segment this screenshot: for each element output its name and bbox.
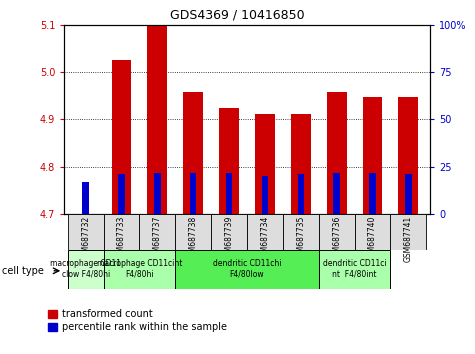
Text: GSM687733: GSM687733	[117, 216, 126, 262]
Bar	[362, 97, 382, 214]
Bar	[327, 92, 346, 214]
Text: GSM687738: GSM687738	[189, 216, 198, 262]
Bar	[399, 97, 418, 214]
FancyBboxPatch shape	[175, 214, 211, 250]
FancyBboxPatch shape	[175, 250, 319, 289]
Bar	[118, 175, 125, 214]
Bar	[190, 172, 197, 214]
Bar	[297, 175, 304, 214]
Text: GSM687741: GSM687741	[404, 216, 413, 262]
Text: cell type: cell type	[2, 266, 44, 276]
Bar	[262, 176, 268, 214]
Text: GDS4369 / 10416850: GDS4369 / 10416850	[170, 9, 305, 22]
FancyBboxPatch shape	[319, 214, 354, 250]
Bar	[369, 172, 376, 214]
FancyBboxPatch shape	[140, 214, 175, 250]
Legend: transformed count, percentile rank within the sample: transformed count, percentile rank withi…	[48, 309, 227, 332]
FancyBboxPatch shape	[68, 250, 104, 289]
Text: GSM687737: GSM687737	[153, 216, 162, 262]
Bar	[255, 114, 275, 214]
Bar	[112, 60, 132, 214]
Text: GSM687740: GSM687740	[368, 216, 377, 262]
FancyBboxPatch shape	[104, 214, 140, 250]
Text: GSM687734: GSM687734	[260, 216, 269, 262]
Bar	[183, 92, 203, 214]
Text: GSM687732: GSM687732	[81, 216, 90, 262]
Bar	[219, 108, 239, 214]
FancyBboxPatch shape	[354, 214, 390, 250]
Bar	[405, 175, 411, 214]
Bar	[154, 172, 161, 214]
FancyBboxPatch shape	[247, 214, 283, 250]
Text: GSM687736: GSM687736	[332, 216, 341, 262]
Bar	[148, 25, 167, 214]
Bar	[333, 172, 340, 214]
Text: macrophage CD11
clow F4/80hi: macrophage CD11 clow F4/80hi	[50, 259, 121, 279]
FancyBboxPatch shape	[68, 214, 104, 250]
Text: dendritic CD11chi
F4/80low: dendritic CD11chi F4/80low	[213, 259, 281, 279]
FancyBboxPatch shape	[104, 250, 175, 289]
Bar	[83, 182, 89, 214]
FancyBboxPatch shape	[319, 250, 390, 289]
FancyBboxPatch shape	[390, 214, 426, 250]
Text: dendritic CD11ci
nt  F4/80int: dendritic CD11ci nt F4/80int	[323, 259, 386, 279]
Bar	[226, 172, 232, 214]
FancyBboxPatch shape	[283, 214, 319, 250]
Text: macrophage CD11cint
F4/80hi: macrophage CD11cint F4/80hi	[97, 259, 182, 279]
Text: GSM687739: GSM687739	[225, 216, 234, 262]
Text: GSM687735: GSM687735	[296, 216, 305, 262]
Bar	[291, 114, 311, 214]
FancyBboxPatch shape	[211, 214, 247, 250]
